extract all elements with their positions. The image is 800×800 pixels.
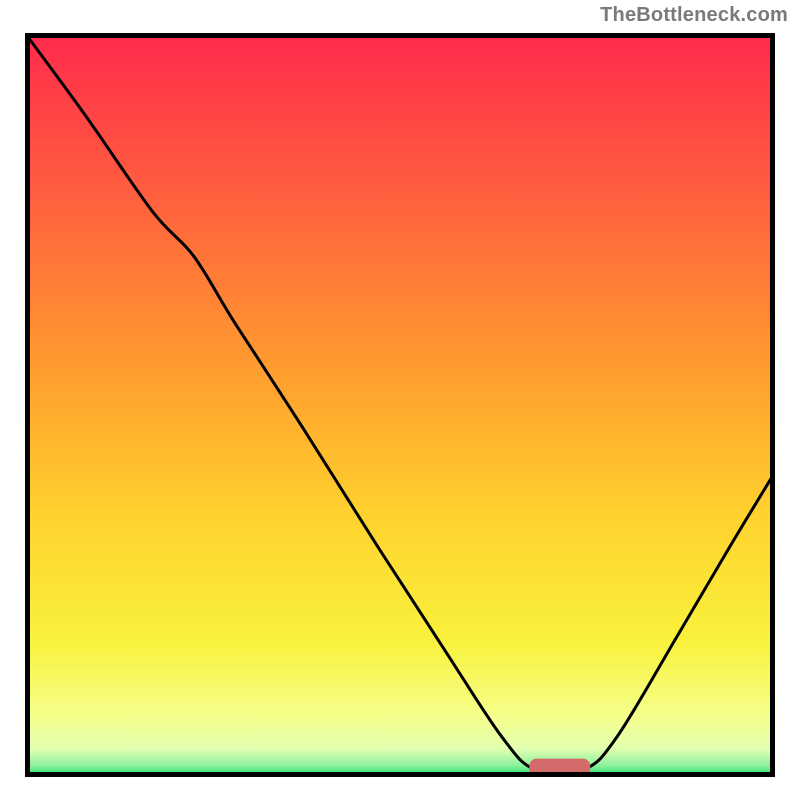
bottleneck-chart bbox=[0, 0, 800, 800]
plot-area bbox=[25, 33, 775, 776]
chart-frame: TheBottleneck.com bbox=[0, 0, 800, 800]
watermark-text: TheBottleneck.com bbox=[600, 4, 788, 27]
